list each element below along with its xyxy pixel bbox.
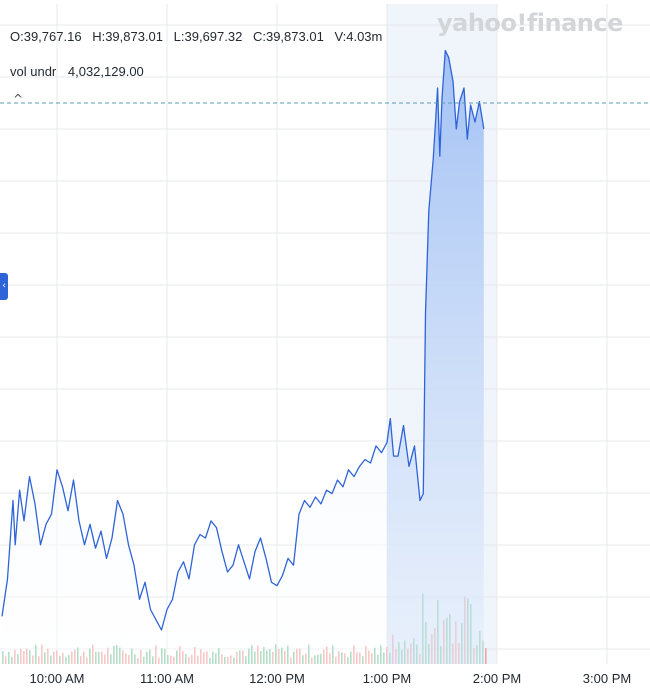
side-panel-toggle-button[interactable]: ‹: [0, 273, 8, 300]
price-area-fill-highlighted: [387, 50, 484, 664]
ohlc-readout: O:39,767.16 H:39,873.01 L:39,697.32 C:39…: [10, 29, 389, 44]
x-tick-label: 1:00 PM: [362, 671, 412, 686]
high-value: H:39,873.01: [92, 29, 164, 44]
yahoo-finance-logo: yahoo!finance: [437, 9, 623, 37]
close-value: C:39,873.01: [252, 29, 324, 44]
open-value: O:39,767.16: [10, 29, 82, 44]
volume-value: V:4.03m: [334, 29, 383, 44]
x-tick-label: 3:00 PM: [582, 671, 632, 686]
x-tick-label: 10:00 AM: [29, 671, 85, 686]
low-value: L:39,697.32: [173, 29, 243, 44]
volume-bar: [485, 648, 487, 664]
price-line: [1, 49, 485, 631]
collapse-caret-icon[interactable]: ^: [13, 92, 24, 106]
volume-indicator-value: 4,032,129.00: [67, 64, 144, 79]
volume-indicator-label: vol undr: [10, 64, 57, 79]
price-area-fill: [2, 442, 387, 664]
x-tick-label: 11:00 AM: [140, 671, 194, 686]
chevron-left-icon: ‹: [2, 281, 6, 291]
x-tick-label: 12:00 PM: [249, 671, 305, 686]
volume-indicator[interactable]: vol undr 4,032,129.00: [10, 64, 144, 79]
x-tick-label: 2:00 PM: [472, 671, 522, 686]
